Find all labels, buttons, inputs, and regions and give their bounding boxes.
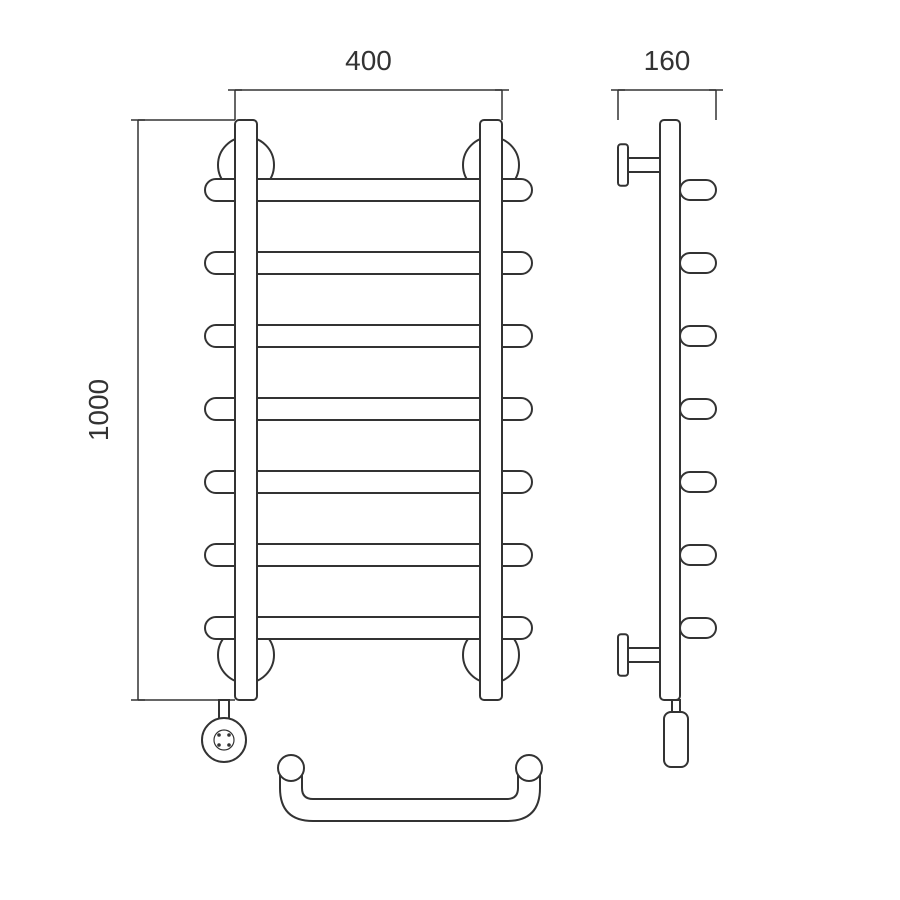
front-view	[202, 120, 532, 762]
top-ball	[278, 755, 304, 781]
dim-height-label: 1000	[83, 379, 114, 441]
rung-stub	[680, 399, 716, 419]
side-upright	[660, 120, 680, 700]
dim-width-label: 400	[345, 45, 392, 76]
heater-knob	[202, 718, 246, 762]
side-view	[618, 120, 716, 767]
upright-right	[480, 120, 502, 700]
rung-stub	[680, 545, 716, 565]
top-ball	[516, 755, 542, 781]
wall-plate	[618, 144, 628, 186]
rung-stub	[680, 618, 716, 638]
wall-plate	[618, 634, 628, 676]
top-view	[278, 755, 542, 821]
dim-depth-label: 160	[644, 45, 691, 76]
rung-stub	[680, 326, 716, 346]
rung-stub	[680, 472, 716, 492]
rung-stub	[680, 253, 716, 273]
upright-left	[235, 120, 257, 700]
rung-stub	[680, 180, 716, 200]
technical-drawing: 400 160 1000	[0, 0, 900, 900]
heater-side	[664, 712, 688, 767]
